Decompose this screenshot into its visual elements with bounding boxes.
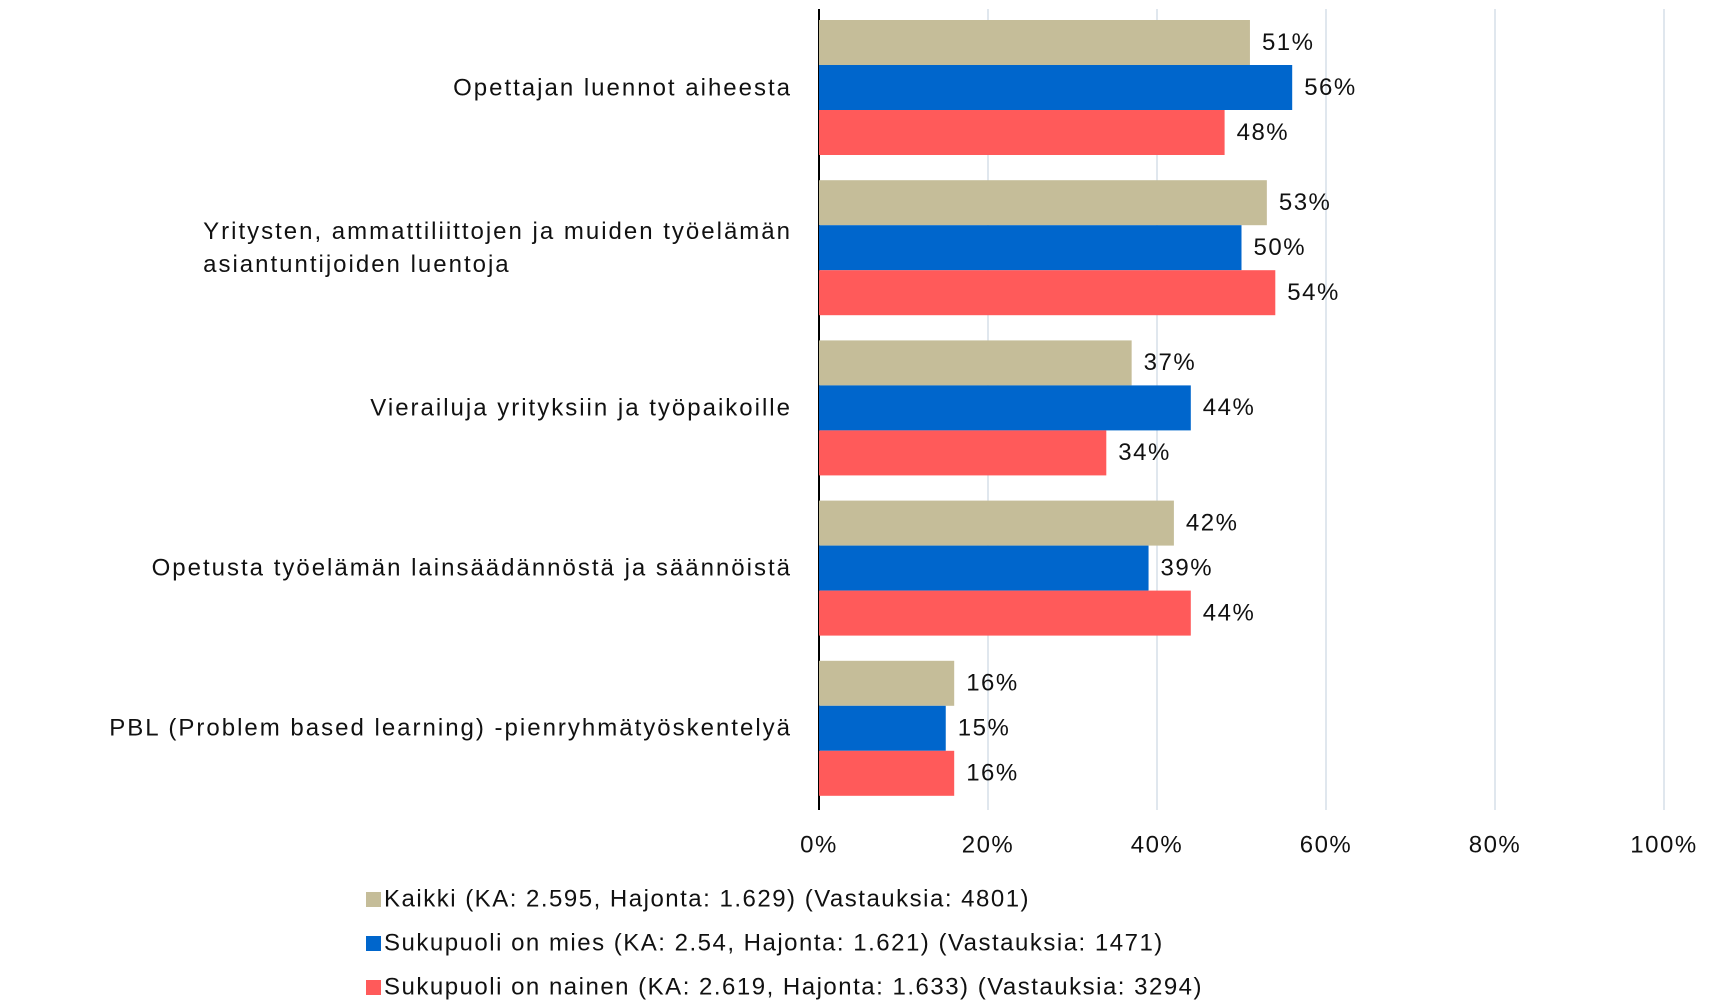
legend-label: Sukupuoli on nainen (KA: 2.619, Hajonta:… [384, 973, 1203, 1000]
bar [819, 270, 1276, 316]
value-label: 37% [1144, 349, 1197, 376]
x-tick-label: 60% [1300, 831, 1353, 858]
value-label: 53% [1279, 189, 1332, 216]
value-label: 51% [1262, 29, 1315, 56]
bar [819, 660, 955, 706]
bar [819, 705, 946, 751]
bar [819, 180, 1267, 226]
legend-swatch [366, 980, 381, 995]
value-label: 34% [1118, 439, 1171, 466]
value-label: 16% [966, 760, 1019, 787]
bar [819, 750, 955, 796]
legend-swatch [366, 892, 381, 907]
legend-swatch [366, 936, 381, 951]
bar [819, 225, 1242, 271]
x-tick-label: 40% [1131, 831, 1184, 858]
bar [819, 430, 1107, 476]
bar [819, 545, 1149, 591]
value-label: 44% [1203, 394, 1256, 421]
bar [819, 340, 1132, 386]
category-label: Yritysten, ammattiliittojen ja muiden ty… [203, 217, 792, 278]
value-label: 39% [1161, 554, 1214, 581]
x-tick-label: 80% [1469, 831, 1522, 858]
x-tick-label: 20% [962, 831, 1015, 858]
value-label: 16% [966, 670, 1019, 697]
legend-label: Sukupuoli on mies (KA: 2.54, Hajonta: 1.… [384, 929, 1164, 956]
category-label: Opetusta työelämän lainsäädännöstä ja sä… [151, 554, 792, 582]
bar [819, 500, 1174, 546]
bar [819, 590, 1191, 636]
bar [819, 65, 1293, 110]
value-label: 50% [1254, 234, 1307, 261]
category-label: Opettajan luennot aiheesta [453, 74, 792, 101]
category-label: Vierailuja yrityksiin ja työpaikoille [370, 394, 792, 422]
category-label: PBL (Problem based learning) -pienryhmät… [109, 714, 792, 742]
bar [819, 110, 1225, 155]
x-tick-label: 100% [1630, 831, 1697, 858]
legend-label: Kaikki (KA: 2.595, Hajonta: 1.629) (Vast… [384, 885, 1030, 912]
value-label: 54% [1287, 279, 1340, 306]
value-label: 56% [1304, 74, 1357, 101]
value-label: 42% [1186, 509, 1239, 536]
bar [819, 20, 1250, 65]
bar [819, 385, 1191, 431]
value-label: 44% [1203, 599, 1256, 626]
value-label: 15% [958, 715, 1011, 742]
value-label: 48% [1237, 119, 1290, 146]
x-tick-label: 0% [800, 831, 838, 858]
